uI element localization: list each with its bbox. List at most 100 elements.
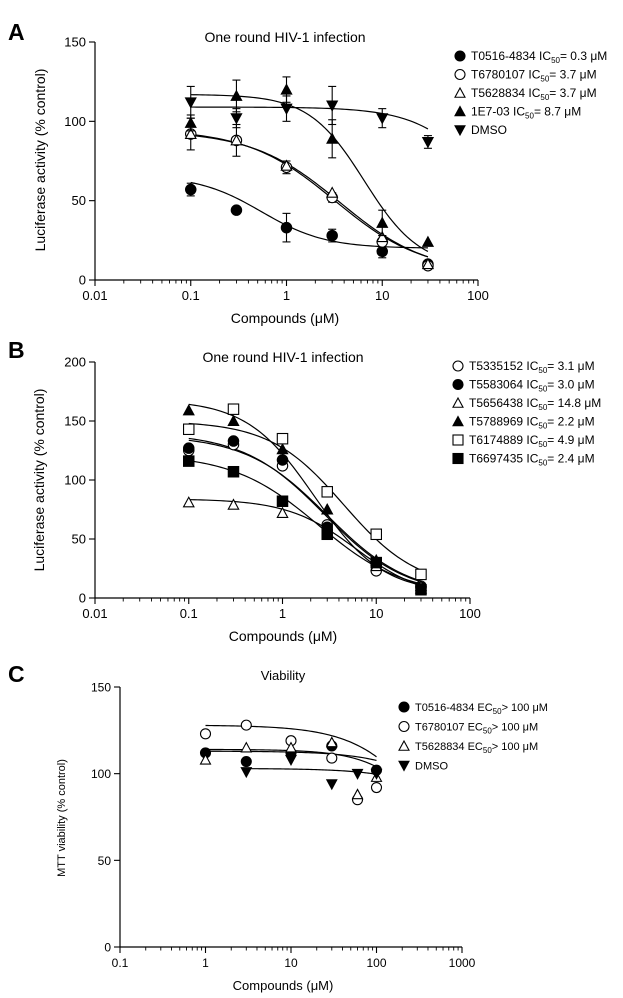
panel-b-legend-marker bbox=[452, 378, 464, 391]
panel-b-legend: T5335152 IC50= 3.1 μM T5583064 IC50= 3.0 … bbox=[452, 359, 601, 468]
panel-a-data-point bbox=[376, 216, 389, 228]
panel-a-y-tick-label: 50 bbox=[72, 193, 86, 208]
panel-a-data-point bbox=[421, 257, 435, 270]
panel-c-x-axis-label: Compounds (μM) bbox=[233, 978, 334, 993]
panel-c-data-point bbox=[240, 741, 253, 753]
panel-c-data-point bbox=[351, 788, 364, 800]
panel-a-legend-marker bbox=[454, 105, 466, 117]
panel-a-x-tick-label: 0.01 bbox=[82, 288, 107, 303]
panel-a-data-point bbox=[280, 83, 293, 95]
panel-a-legend-label: DMSO bbox=[471, 123, 507, 137]
panel-a-data-point bbox=[326, 229, 338, 242]
panel-b-data-point bbox=[276, 432, 289, 445]
panel-c-data-point bbox=[199, 728, 212, 740]
panel-b-y-tick-label: 50 bbox=[72, 532, 86, 547]
panel-b-data-point bbox=[415, 568, 427, 581]
panel-a-data-point bbox=[280, 103, 293, 115]
panel-a-data-point bbox=[326, 186, 339, 198]
panel-a-legend-marker bbox=[454, 50, 466, 62]
panel-b: B One round HIV-1 infection Luciferase a… bbox=[8, 337, 601, 644]
panel-a-data-point bbox=[184, 116, 197, 128]
panel-c-y-tick-label: 100 bbox=[91, 767, 111, 781]
panel-a-legend-label: 1E7-03 IC50= 8.7 μM bbox=[471, 105, 581, 121]
panel-b-data-point bbox=[227, 498, 240, 510]
panel-b-data-point bbox=[276, 454, 289, 466]
panel-c-x-tick-label: 10 bbox=[284, 956, 298, 970]
panel-a-x-tick-label: 100 bbox=[467, 288, 489, 303]
panel-a-fit-curve bbox=[190, 134, 429, 258]
panel-a-data-point bbox=[376, 113, 389, 125]
panel-b-data-point bbox=[227, 414, 240, 426]
panel-b-data-points bbox=[182, 403, 428, 596]
panel-c-x-tick-label: 100 bbox=[366, 956, 386, 970]
panel-b-fit-curves bbox=[188, 403, 422, 587]
panel-c-y-tick-label: 0 bbox=[104, 941, 111, 955]
panel-b-y-tick-label: 100 bbox=[64, 473, 86, 488]
panel-b-x-tick-label: 1 bbox=[279, 606, 286, 621]
panel-c-legend-label: T5628834 EC50> 100 μM bbox=[415, 741, 538, 755]
panel-b-data-point bbox=[321, 528, 333, 541]
panel-a-fit-curves bbox=[190, 94, 429, 258]
panel-b-fit-curve bbox=[188, 439, 422, 582]
panel-a-y-tick-label: 100 bbox=[64, 114, 86, 129]
panel-b-data-point bbox=[183, 423, 195, 436]
panel-b-y-tick-label: 200 bbox=[64, 355, 86, 370]
panel-c-legend-marker bbox=[398, 739, 410, 751]
panel-a-legend-marker bbox=[454, 68, 466, 81]
panel-c-legend-label: T6780107 EC50> 100 μM bbox=[415, 722, 538, 736]
panel-b-legend-label: T6697435 IC50= 2.4 μM bbox=[469, 452, 595, 468]
panel-c-label: C bbox=[8, 661, 25, 687]
panel-a-data-point bbox=[326, 132, 339, 144]
panel-b-data-point bbox=[227, 403, 240, 415]
panel-a-data-point bbox=[184, 97, 197, 109]
panel-b-data-point bbox=[370, 528, 382, 541]
panel-a-x-tick-label: 10 bbox=[375, 288, 389, 303]
panel-a-fit-curve bbox=[190, 106, 429, 130]
panel-a-data-point bbox=[185, 183, 197, 196]
panel-c-data-point bbox=[240, 755, 252, 768]
panel-a-legend-marker bbox=[454, 125, 466, 137]
panel-a-data-points bbox=[184, 76, 435, 272]
panel-c-legend-label: T0516-4834 EC50> 100 μM bbox=[415, 702, 548, 716]
panel-b-data-point bbox=[227, 435, 240, 447]
panel-a: A One round HIV-1 infection Luciferase a… bbox=[8, 19, 607, 326]
panel-a-y-tick-label: 150 bbox=[64, 35, 86, 50]
panel-a-label: A bbox=[8, 19, 25, 45]
panel-c-data-point bbox=[199, 753, 212, 765]
panel-a-title: One round HIV-1 infection bbox=[204, 29, 365, 45]
panel-b-legend-marker bbox=[452, 396, 464, 408]
panel-b-legend-label: T5656438 IC50= 14.8 μM bbox=[469, 396, 601, 412]
panel-b-data-point bbox=[276, 495, 289, 507]
panel-b-data-point bbox=[321, 503, 334, 515]
panel-c-y-tick-label: 150 bbox=[91, 681, 111, 695]
panel-a-x-axis-label: Compounds (μM) bbox=[231, 310, 339, 326]
panel-a-legend-label: T0516-4834 IC50= 0.3 μM bbox=[471, 49, 607, 65]
panel-a-data-point bbox=[230, 113, 243, 125]
panel-b-data-point bbox=[321, 486, 333, 498]
panel-b-legend-label: T5583064 IC50= 3.0 μM bbox=[469, 378, 595, 394]
panel-a-data-point bbox=[421, 136, 435, 149]
panel-a-axes: 0.01 0.1 1 10 100 0 50 100 150 bbox=[64, 35, 489, 304]
panel-c-data-point bbox=[370, 768, 383, 780]
panel-c-x-tick-label: 1 bbox=[202, 956, 209, 970]
panel-b-x-tick-label: 0.01 bbox=[82, 606, 107, 621]
panel-a-fit-curve bbox=[190, 94, 429, 252]
panel-c-data-point bbox=[370, 781, 383, 794]
panel-b-data-point bbox=[415, 583, 427, 596]
panel-b-legend-marker bbox=[452, 415, 464, 427]
panel-b-data-point bbox=[183, 455, 195, 467]
panel-c-data-point bbox=[240, 719, 252, 731]
panel-b-label: B bbox=[8, 337, 25, 363]
panel-a-x-tick-label: 0.1 bbox=[182, 288, 200, 303]
panel-b-legend-label: T5788969 IC50= 2.2 μM bbox=[469, 415, 595, 431]
panel-b-data-point bbox=[183, 442, 195, 454]
panel-c-legend-marker bbox=[398, 701, 410, 713]
panel-a-legend-marker bbox=[454, 86, 466, 98]
panel-c-data-points bbox=[199, 719, 383, 806]
panel-b-legend-label: T6174889 IC50= 4.9 μM bbox=[469, 433, 595, 449]
panel-a-data-point bbox=[376, 230, 389, 243]
panel-b-data-point bbox=[276, 506, 289, 519]
panel-c-legend: T0516-4834 EC50> 100 μM T6780107 EC50> 10… bbox=[398, 701, 548, 773]
panel-c-fit-curve bbox=[205, 724, 377, 758]
